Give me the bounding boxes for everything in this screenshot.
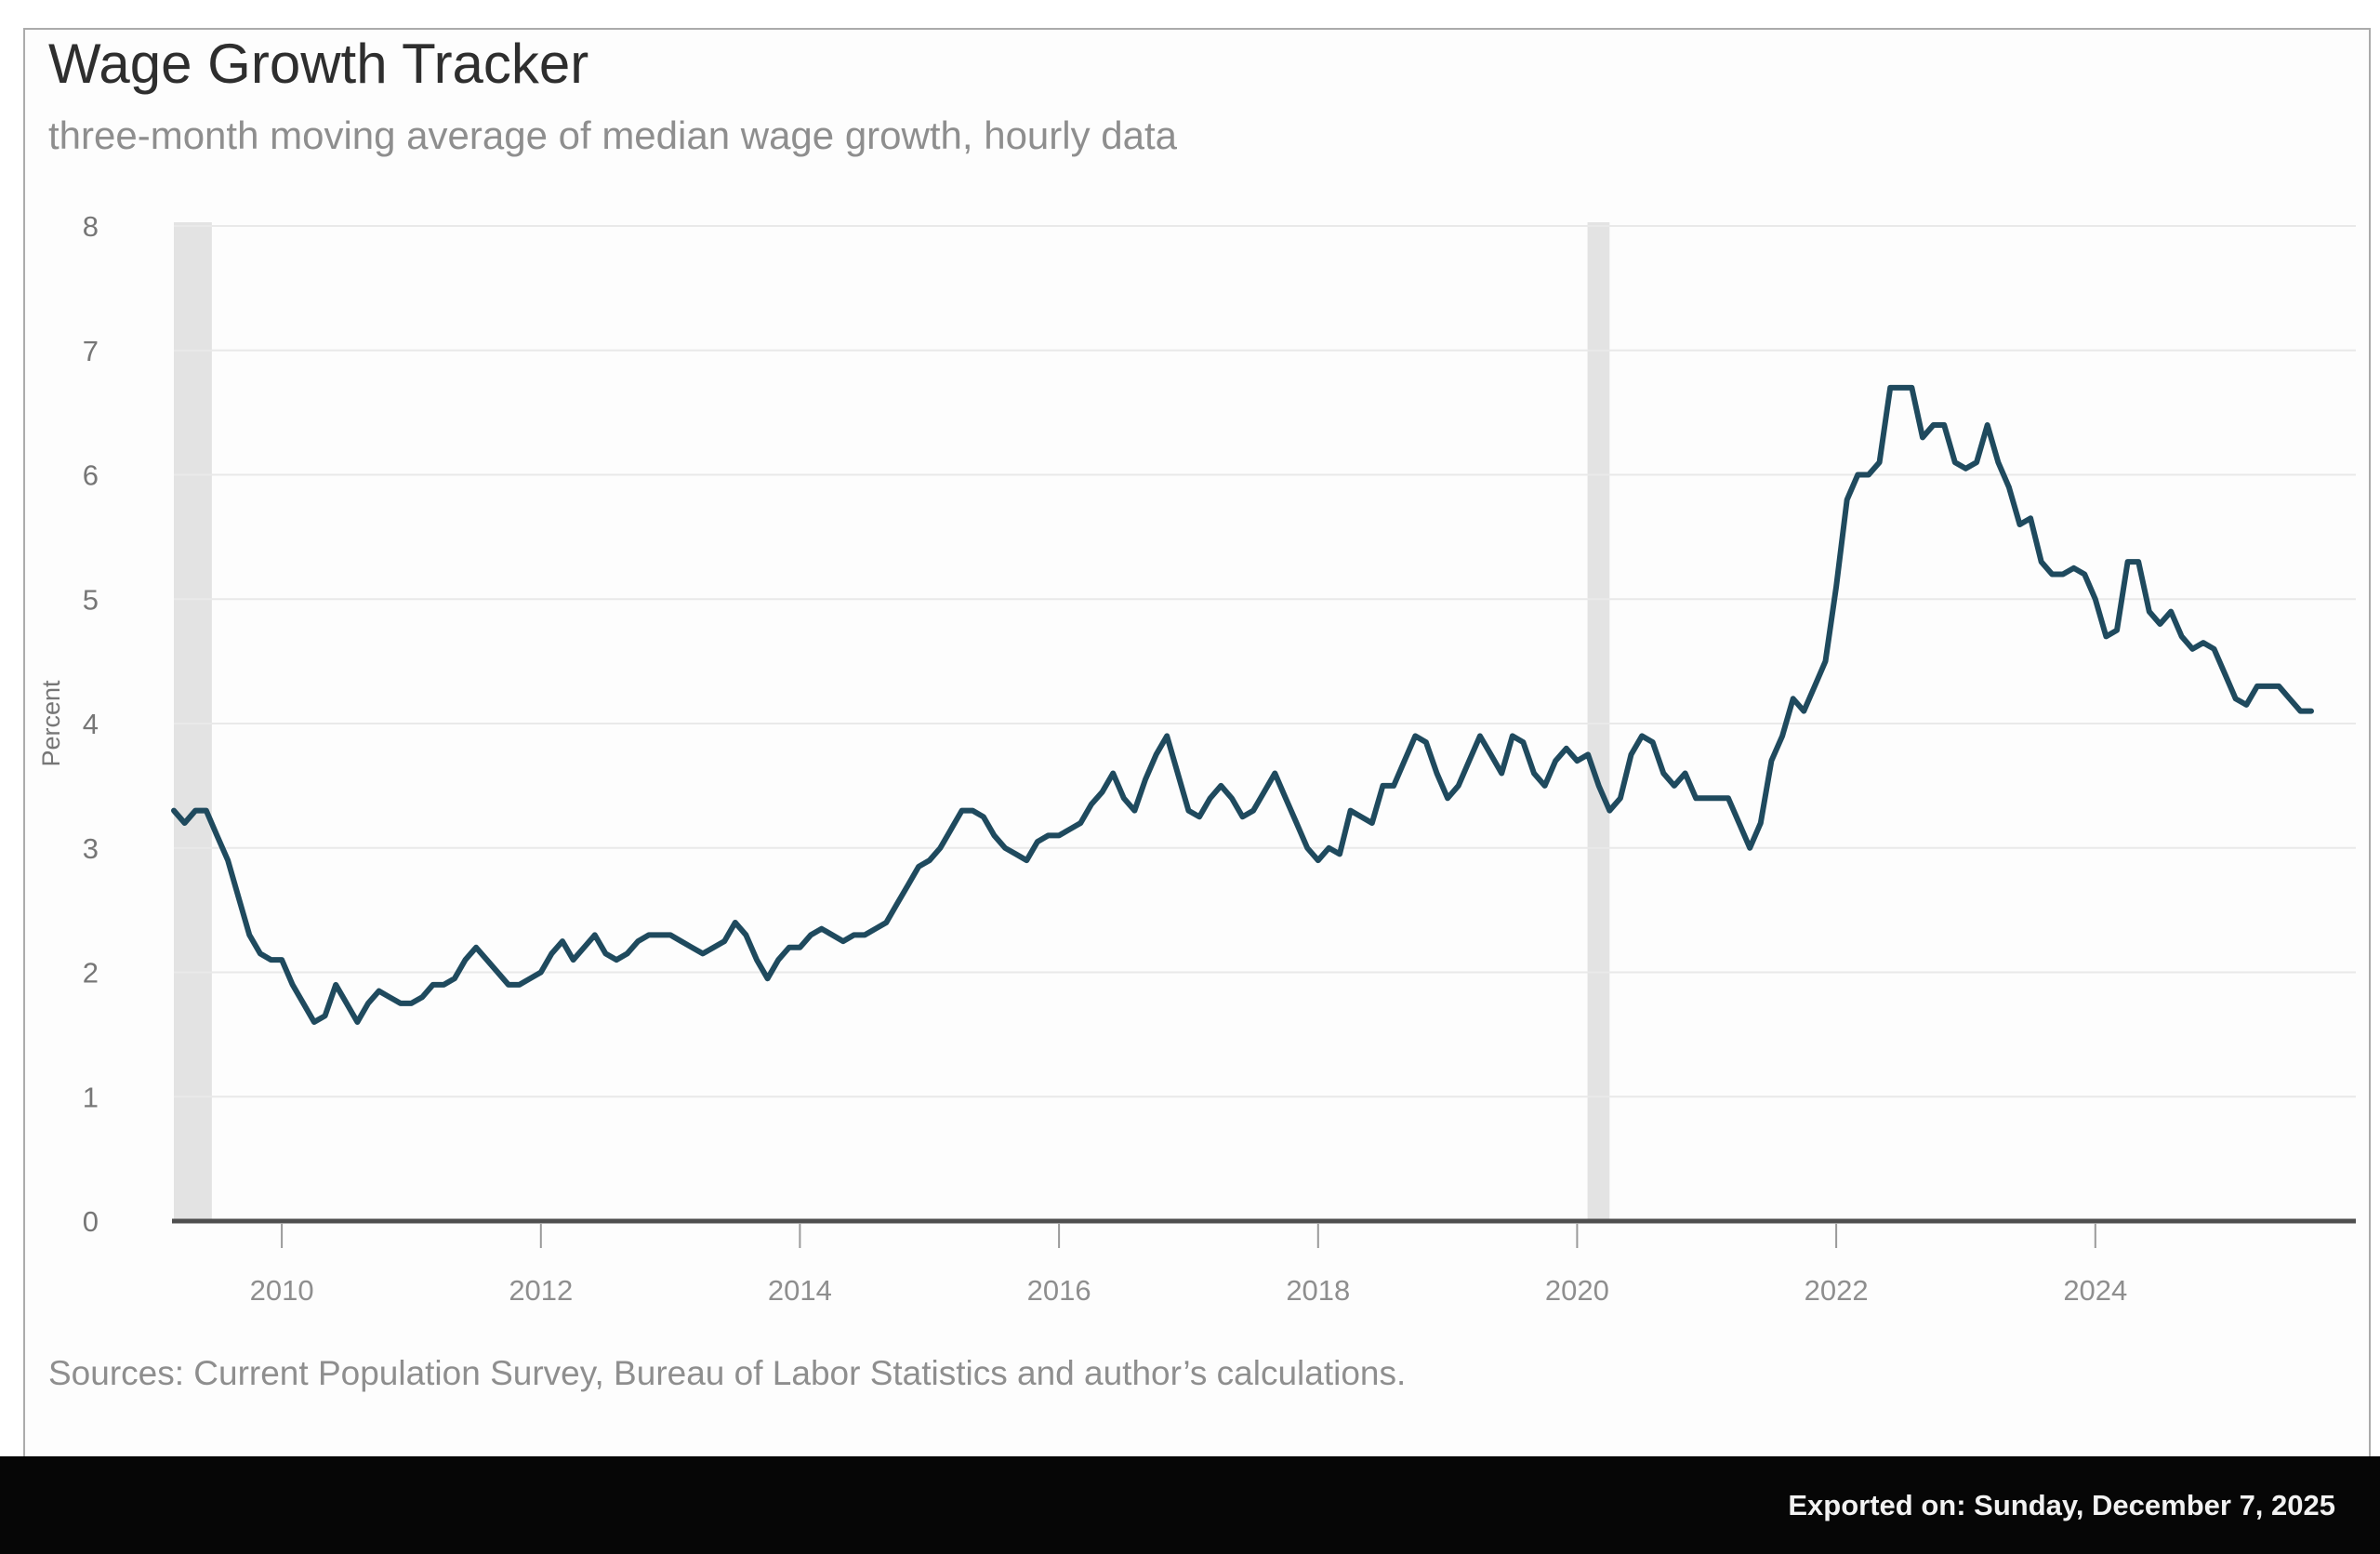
sources-note: Sources: Current Population Survey, Bure… [48,1354,1407,1392]
exported-on-label: Exported on: Sunday, December 7, 2025 [1788,1488,2335,1521]
x-tick-label: 2010 [250,1274,314,1307]
y-tick-label: 2 [83,957,99,990]
y-tick-label: 7 [83,335,99,367]
chart-card [23,28,2371,1456]
x-tick-label: 2020 [1545,1274,1609,1307]
x-tick-label: 2014 [768,1274,832,1307]
y-tick-label: 5 [83,583,99,616]
chart-subtitle: three-month moving average of median wag… [48,113,1178,157]
x-tick-label: 2012 [509,1274,573,1307]
recession-band [1587,222,1610,1221]
y-tick-label: 1 [83,1081,99,1113]
x-tick-label: 2016 [1027,1274,1091,1307]
x-tick-label: 2018 [1286,1274,1350,1307]
page-title: Wage Growth Tracker [48,33,589,95]
export-footer-bar: Exported on: Sunday, December 7, 2025 [0,1456,2380,1554]
y-axis-title: Percent [37,680,65,767]
wage-growth-line [171,384,2314,1025]
y-tick-label: 3 [83,832,99,865]
y-tick-label: 8 [83,210,99,243]
x-tick-label: 2024 [2063,1274,2127,1307]
x-tick-label: 2022 [1805,1274,1869,1307]
y-tick-label: 0 [83,1205,99,1238]
y-tick-label: 4 [83,708,99,740]
recession-band [174,222,212,1221]
y-tick-label: 6 [83,459,99,492]
